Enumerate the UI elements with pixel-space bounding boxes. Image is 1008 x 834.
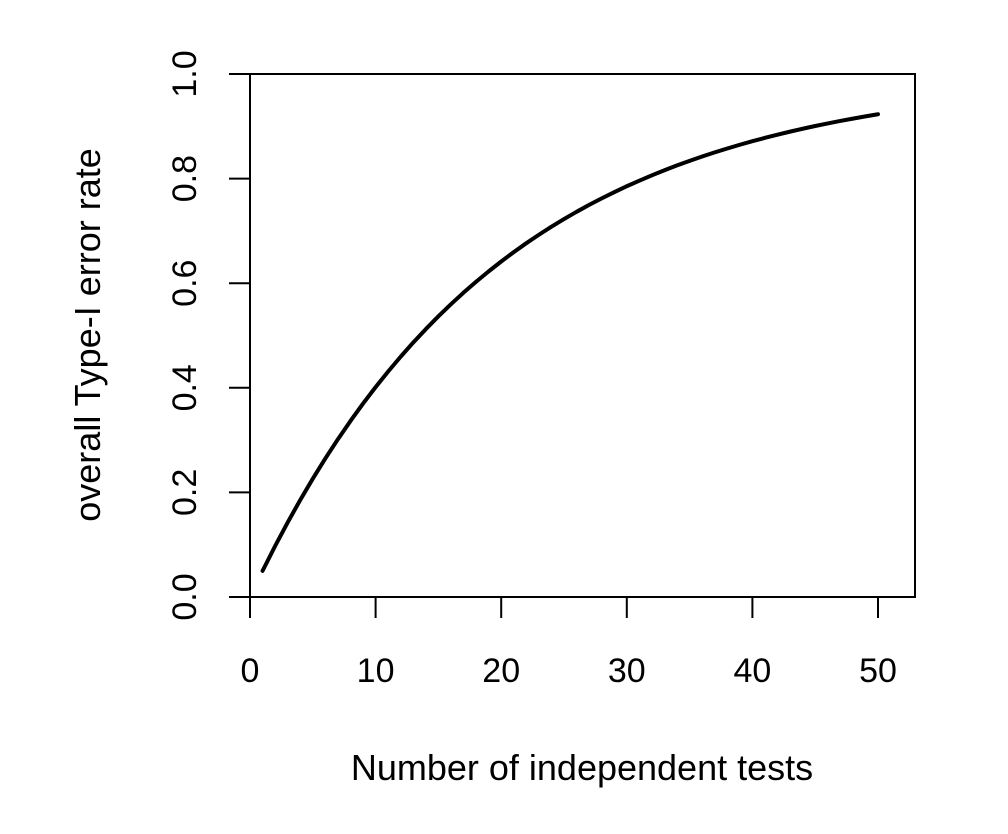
y-axis: 0.0 0.2 0.4 0.6 0.8 1.0 (166, 50, 250, 621)
y-tick-label: 0.4 (166, 364, 204, 411)
y-tick-label: 0.6 (166, 260, 204, 307)
x-tick-label: 50 (859, 652, 897, 690)
x-axis-label: Number of independent tests (351, 747, 813, 788)
x-tick-label: 40 (733, 652, 771, 690)
x-tick-label: 20 (482, 652, 520, 690)
x-tick-label: 0 (241, 652, 260, 690)
y-tick-label: 0.0 (166, 573, 204, 620)
y-axis-label: overall Type-I error rate (67, 148, 108, 521)
plot-frame (249, 73, 916, 598)
series-line (260, 112, 880, 573)
y-tick-label: 1.0 (166, 50, 204, 97)
y-tick-label: 0.2 (166, 469, 204, 516)
x-tick-label: 30 (608, 652, 646, 690)
x-axis: 0 10 20 30 40 50 (241, 597, 897, 690)
x-tick-label: 10 (357, 652, 395, 690)
y-tick-label: 0.8 (166, 155, 204, 202)
